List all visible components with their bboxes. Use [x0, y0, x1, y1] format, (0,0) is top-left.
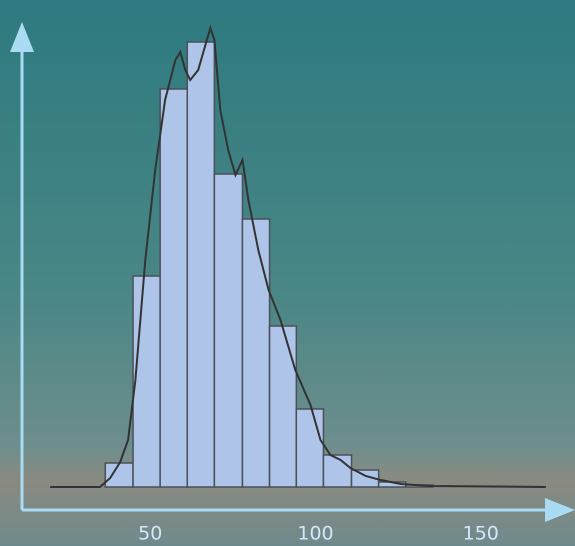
bar	[268, 325, 298, 488]
bar	[213, 173, 244, 488]
bar	[241, 218, 271, 488]
bar	[186, 41, 216, 488]
bar	[132, 275, 161, 488]
density-curve	[50, 24, 546, 488]
bar	[104, 462, 134, 488]
bar	[295, 408, 325, 488]
bar	[322, 454, 353, 488]
x-arrow	[545, 498, 575, 522]
bar	[159, 88, 189, 488]
axes	[10, 22, 575, 522]
x-tick-label: 100	[297, 523, 333, 545]
y-arrow	[10, 22, 34, 52]
plot	[50, 24, 546, 488]
x-tick-label: 150	[463, 523, 499, 545]
x-tick-label: 50	[138, 523, 162, 545]
